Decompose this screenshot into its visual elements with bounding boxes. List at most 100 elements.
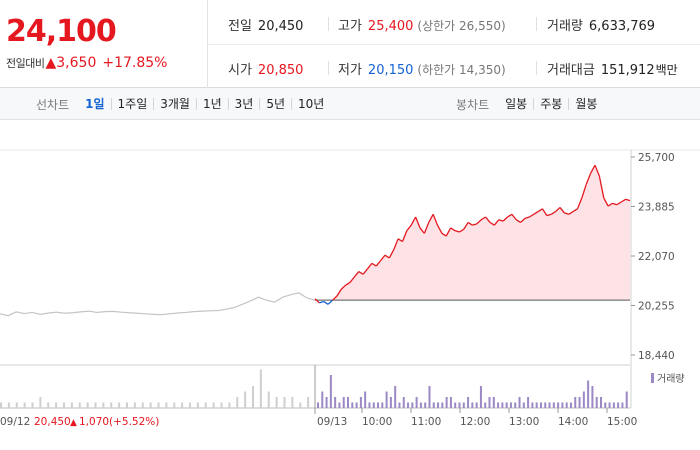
volume-bar-today [317,402,319,408]
today-price-segment [529,213,535,218]
today-price-segment [397,238,403,243]
volume-bar-today [402,397,405,408]
volume-bar-prev [86,402,89,408]
volume-bar-prev [23,402,26,408]
today-price-segment [585,173,592,185]
today-price-segment [384,254,390,259]
volume-bar-today [355,402,358,408]
today-price-segment [441,232,447,237]
volume-bar-today [415,397,418,408]
today-price-segment [319,300,324,304]
tab-line-3m[interactable]: 3개월 [153,98,196,110]
tab-line-1w[interactable]: 1주일 [110,98,154,110]
tab-candle-daily[interactable]: 일봉 [505,97,528,111]
volume-bar-prev [259,369,262,408]
today-price-segment [428,213,434,223]
prev-date-label: 09/12 [0,416,30,428]
volume-bar-prev [118,402,121,408]
tab-line-1y[interactable]: 1년 [195,98,228,110]
volume-bar-today [445,397,448,408]
volume-bar-prev [55,402,58,408]
today-price-segment [581,184,587,199]
volume-bar-prev [299,402,302,408]
today-price-segment [555,206,561,213]
today-price-segment [415,216,421,229]
volume-bar-today [419,402,422,408]
volume-bar-prev [181,402,184,408]
volume-bar-today [497,402,500,408]
price-chart[interactable]: 25,700 23,885 22,070 20,255 18,440 거래량 09/12 20… [0,120,700,450]
volume-bar-today [479,386,482,408]
volume-bar-today [441,402,444,408]
volume-bar-prev [0,402,2,408]
open-value: 20,850 [257,63,304,78]
volume-bar-prev [63,402,65,408]
volume-bar-today [424,402,427,408]
volume-bar-today [394,386,397,408]
x-tick-label: 13:00 [509,416,539,428]
today-date-label: 09/13 [317,416,347,428]
volume-bar-today [398,402,401,408]
prev-close-stat: 전일 20,450 [228,15,303,34]
volume-bar-prev [157,402,160,408]
today-price-segment [537,208,543,213]
turnover-stat: 거래대금 151,912백만 [547,59,678,78]
volume-bar-prev [283,397,286,408]
today-price-segment [375,260,382,267]
today-price-segment [388,249,395,259]
change-value: 3,650 [56,55,97,71]
volume-bar-today [334,397,337,408]
today-price-segment [502,216,508,222]
volume-bar-today [552,402,555,408]
today-price-segment [590,164,596,174]
tab-candle-weekly[interactable]: 주봉 [533,98,568,110]
tab-candle-monthly[interactable]: 월봉 [568,98,603,110]
today-price-segment [472,223,478,226]
turnover-label: 거래대금 [547,63,595,78]
today-price-segment [358,270,364,275]
today-price-segment [380,254,386,262]
change-row: 전일대비▲3,650 +17.85% [6,55,167,71]
volume-bar-prev [189,402,191,408]
today-price-segment [507,213,513,218]
tab-line-5y[interactable]: 5년 [259,98,291,110]
volume-bar-today [514,402,517,408]
volume-bar-today [458,402,461,408]
divider [328,17,329,31]
volume-bar-prev [267,391,270,408]
today-price-segment [371,262,377,267]
volume-bar-today [385,391,388,408]
volume-bar-prev [110,402,113,408]
today-price-segment [393,238,399,250]
volume-bar-today [411,402,414,408]
divider [536,61,537,75]
volume-bar-today [539,402,542,408]
volume-bar-today [329,375,332,408]
today-price-segment [353,271,360,278]
volume-bar-today [535,402,538,408]
tab-line-10y[interactable]: 10년 [291,98,330,110]
today-price-segment [489,221,495,226]
today-price-segment [533,210,539,215]
volume-bar-today [625,391,628,408]
high-stat: 고가 25,400 (상한가 26,550) [338,15,506,34]
volume-bar-today [432,402,435,408]
tab-line-3y[interactable]: 3년 [227,98,260,110]
volume-bar-prev [307,397,310,408]
up-arrow-icon: ▲ [45,55,57,71]
volume-bar-prev [291,397,294,408]
x-tick-label: 11:00 [411,416,441,428]
volume-bar-today [381,402,384,408]
volume-bar-prev [141,402,144,408]
volume-bar-today [599,397,602,408]
volume-bar-prev [31,402,34,408]
y-tick-label: 22,070 [638,251,675,263]
tab-line-1d[interactable]: 1일 [85,97,105,111]
volume-bar-prev [196,402,199,408]
volume-bar-today [475,402,478,408]
x-tick-label: 14:00 [558,416,588,428]
volume-bar-today [587,380,590,408]
volume-bar-today [488,397,491,408]
volume-bar-today [518,397,521,408]
volume-bar-today [359,397,362,408]
